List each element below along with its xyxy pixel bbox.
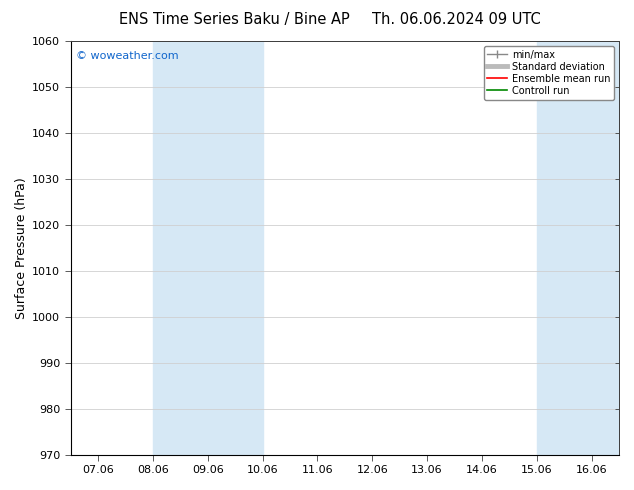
Text: © woweather.com: © woweather.com: [76, 51, 179, 61]
Text: ENS Time Series Baku / Bine AP: ENS Time Series Baku / Bine AP: [119, 12, 350, 27]
Legend: min/max, Standard deviation, Ensemble mean run, Controll run: min/max, Standard deviation, Ensemble me…: [484, 46, 614, 99]
Text: Th. 06.06.2024 09 UTC: Th. 06.06.2024 09 UTC: [372, 12, 541, 27]
Y-axis label: Surface Pressure (hPa): Surface Pressure (hPa): [15, 177, 28, 318]
Bar: [537, 41, 619, 455]
Bar: [153, 41, 262, 455]
